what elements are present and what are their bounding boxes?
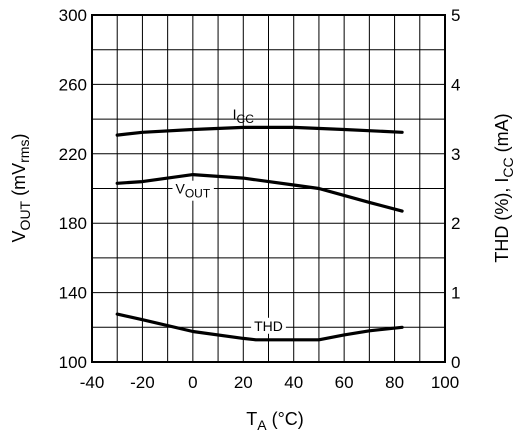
y-left-tick-label: 300 bbox=[59, 6, 87, 25]
x-tick-label: 40 bbox=[284, 373, 303, 392]
y-left-tick-label: 260 bbox=[59, 75, 87, 94]
x-tick-label: 20 bbox=[234, 373, 253, 392]
series-label-vout: VOUT bbox=[176, 181, 211, 201]
x-tick-label: -20 bbox=[130, 373, 155, 392]
series-line-thd bbox=[115, 312, 404, 342]
series-lines bbox=[115, 125, 404, 342]
series-line-icc bbox=[115, 125, 404, 137]
x-tick-label: 100 bbox=[431, 373, 459, 392]
y-right-tick-label: 4 bbox=[451, 75, 460, 94]
y-left-axis-title: VOUT (mVrms) bbox=[9, 134, 33, 243]
label-backing bbox=[172, 180, 214, 201]
tick-labels: -40 -20 0 20 40 60 80 100 100 140 180 220 260 300 0 1 2 3… bbox=[59, 6, 461, 392]
plot-frame bbox=[91, 14, 446, 363]
y-right-axis-title: THD (%), ICC (mA) bbox=[492, 113, 516, 262]
y-right-tick-label: 3 bbox=[451, 145, 460, 164]
x-tick-label: -40 bbox=[80, 373, 105, 392]
y-right-tick-label: 2 bbox=[451, 214, 460, 233]
x-tick-label: 80 bbox=[385, 373, 404, 392]
series-label-icc: ICC bbox=[233, 106, 255, 126]
series-label-thd: THD bbox=[254, 318, 283, 334]
grid bbox=[91, 14, 446, 363]
y-left-tick-label: 220 bbox=[59, 145, 87, 164]
x-tick-label: 0 bbox=[188, 373, 197, 392]
y-left-tick-label: 100 bbox=[59, 353, 87, 372]
y-left-tick-label: 180 bbox=[59, 214, 87, 233]
y-left-tick-label: 140 bbox=[59, 284, 87, 303]
y-right-tick-label: 5 bbox=[451, 6, 460, 25]
series-line-vout bbox=[115, 173, 404, 213]
x-axis-title: TA (°C) bbox=[246, 409, 304, 433]
label-backing bbox=[251, 317, 286, 334]
x-tick-label: 60 bbox=[335, 373, 354, 392]
y-right-tick-label: 0 bbox=[451, 353, 460, 372]
y-right-tick-label: 1 bbox=[451, 284, 460, 303]
